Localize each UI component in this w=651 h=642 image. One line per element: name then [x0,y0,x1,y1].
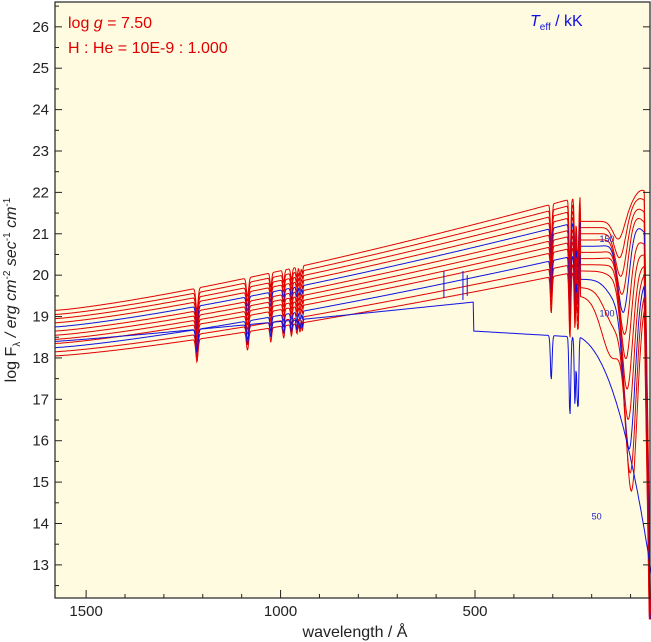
series-curve [55,255,651,620]
y-tick-label: 18 [32,350,49,367]
series-curve [54,215,651,620]
y-tick-label: 20 [32,267,49,284]
series-curve [55,208,651,620]
y-tick-label: 24 [32,102,49,119]
y-tick-label: 15 [32,474,49,491]
y-tick-label: 25 [32,60,49,77]
axis-ticks: 13 14 15 16 17 18 19 20 21 22 23 24 25 26 1500 1000 500 [32,5,650,620]
y-tick-label: 26 [32,19,49,36]
teff-annotation: Teff / kK [530,13,583,33]
y-tick-label: 17 [32,391,49,408]
y-tick-label: 14 [32,516,49,533]
series-label: 100 [599,309,614,319]
series-curve [54,246,651,620]
logg-annotation: log g = 7.50 [68,15,152,32]
series-curve [55,301,651,575]
series-curve [55,189,651,620]
series-curve [55,240,651,620]
abundance-annotation: H : He = 10E-9 : 1.000 [68,40,228,57]
plot-frame [54,1,651,599]
plot-area [55,2,650,598]
x-axis-title: wavelength / Å [302,622,408,641]
y-tick-label: 13 [32,557,49,574]
series-label: 150 [599,234,614,244]
y-tick-label: 22 [32,184,49,201]
x-tick-label: 500 [462,603,487,620]
series-curve [55,222,651,620]
series-labels: 150 100 50 [592,234,615,521]
y-tick-label: 19 [32,309,49,326]
y-tick-label: 23 [32,143,49,160]
series-curve [55,198,651,620]
series-curve [55,228,651,620]
y-tick-label: 21 [32,226,49,243]
series-label: 50 [592,511,602,521]
y-axis-title: log Fλ / erg cm-2 sec-1 cm-1 [2,197,23,382]
y-tick-label: 16 [32,433,49,450]
series-curve [55,234,651,620]
x-tick-label: 1500 [69,603,102,620]
spectral-curves [54,189,651,620]
x-tick-label: 1000 [264,603,297,620]
series-curve [55,263,651,620]
